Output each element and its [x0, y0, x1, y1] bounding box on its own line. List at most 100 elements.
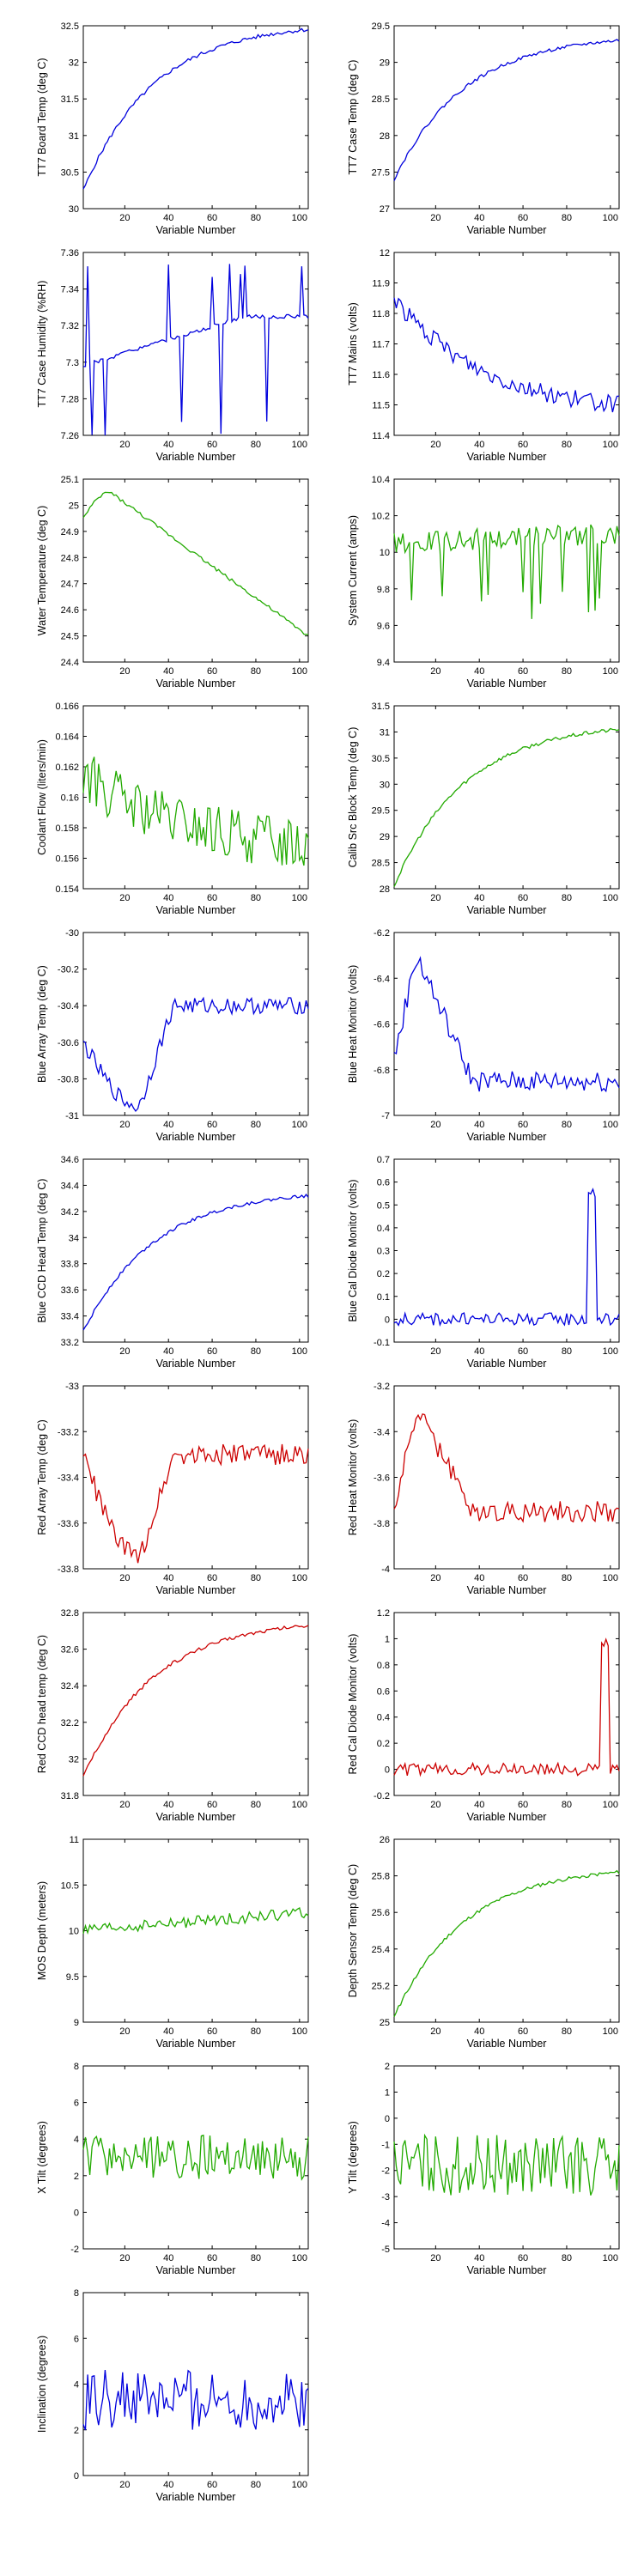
y-tick-label: 30 [69, 204, 79, 215]
y-tick-label: -3.6 [374, 1473, 390, 1484]
y-tick-label: 34.2 [61, 1207, 79, 1218]
y-tick-label: 6 [74, 2099, 79, 2109]
y-tick-label: 25.1 [61, 475, 79, 485]
x-tick-label: 20 [430, 1800, 440, 1810]
y-tick-label: 28 [380, 131, 390, 142]
y-tick-label: 0 [385, 1765, 390, 1776]
y-tick-label: 32 [69, 58, 79, 69]
x-tick-label: 20 [119, 1800, 130, 1810]
y-tick-label: 29 [380, 58, 390, 69]
series-line [393, 1413, 620, 1523]
plot-frame [393, 705, 620, 890]
x-axis-label: Variable Number [156, 1584, 236, 1596]
y-tick-label: 0.154 [55, 884, 79, 895]
y-axis-label: TT7 Board Temp (deg C) [36, 58, 48, 176]
y-tick-label: 8 [74, 2288, 79, 2299]
x-tick-label: 80 [251, 213, 261, 223]
y-axis-label: TT7 Case Temp (deg C) [347, 60, 359, 175]
x-tick-label: 40 [474, 2026, 484, 2037]
x-axis-label: Variable Number [156, 1131, 236, 1143]
x-tick-label: 20 [430, 1346, 440, 1357]
x-tick-label: 60 [518, 2026, 528, 2037]
x-tick-label: 40 [474, 666, 484, 677]
x-tick-label: 100 [292, 440, 307, 450]
x-tick-label: 20 [119, 666, 130, 677]
x-axis-label: Variable Number [156, 451, 236, 463]
y-tick-label: -30.2 [58, 965, 79, 975]
y-axis-label: Blue Cal Diode Monitor (volts) [347, 1179, 359, 1321]
y-tick-label: 32.2 [61, 1718, 79, 1728]
x-axis-label: Variable Number [156, 2264, 236, 2276]
x-tick-label: 60 [207, 893, 217, 903]
chart-panel-12: 20 40 60 80 100 -0.1 0 0.1 0.2 0.3 0.4 0.5 0.6 0.7 Var… [347, 1155, 620, 1370]
x-tick-label: 40 [474, 213, 484, 223]
y-tick-label: 11.4 [372, 431, 390, 441]
y-tick-label: 0.158 [55, 823, 79, 834]
chart-panel-3: 20 40 60 80 100 7.26 7.28 7.3 7.32 7.34 7.36 Variab… [36, 248, 309, 463]
x-tick-label: 40 [474, 893, 484, 903]
x-tick-label: 80 [562, 666, 572, 677]
y-tick-label: 4 [74, 2135, 79, 2145]
y-axis-label: Red Array Temp (deg C) [36, 1419, 48, 1535]
x-axis-label: Variable Number [467, 677, 547, 690]
y-tick-label: -2 [70, 2245, 79, 2255]
y-tick-label: 33.6 [61, 1285, 79, 1296]
y-tick-label: 0.3 [377, 1247, 390, 1257]
y-tick-label: -1 [381, 2140, 390, 2150]
y-tick-label: 0.8 [377, 1661, 390, 1671]
x-tick-label: 60 [207, 1800, 217, 1810]
y-tick-label: -2 [381, 2166, 390, 2177]
x-axis-label: Variable Number [467, 904, 547, 916]
y-tick-label: 28 [380, 884, 390, 895]
x-tick-label: 40 [163, 1573, 173, 1583]
series-line [393, 39, 620, 181]
x-tick-label: 20 [430, 440, 440, 450]
y-tick-label: 9.6 [377, 621, 390, 631]
y-tick-label: -33 [65, 1382, 79, 1392]
y-tick-label: 33.4 [61, 1312, 79, 1322]
x-tick-label: 20 [119, 1346, 130, 1357]
x-tick-label: 60 [518, 1346, 528, 1357]
y-tick-label: -6.6 [374, 1020, 390, 1030]
y-tick-label: 29.5 [372, 21, 390, 32]
x-tick-label: 80 [562, 1120, 572, 1130]
y-tick-label: 1.2 [377, 1608, 390, 1619]
y-tick-label: 32.6 [61, 1645, 79, 1656]
y-tick-label: 9.5 [66, 1972, 79, 1983]
x-tick-label: 60 [207, 1573, 217, 1583]
x-tick-label: 20 [430, 213, 440, 223]
x-tick-label: 40 [163, 1120, 173, 1130]
x-tick-label: 80 [251, 1346, 261, 1357]
x-tick-label: 40 [163, 1346, 173, 1357]
x-tick-label: 20 [119, 2026, 130, 2037]
x-tick-label: 60 [207, 440, 217, 450]
x-tick-label: 40 [163, 893, 173, 903]
y-tick-label: 32.4 [61, 1681, 79, 1692]
y-tick-label: 7.32 [61, 321, 79, 331]
y-tick-label: 0.5 [377, 1200, 390, 1211]
x-tick-label: 80 [251, 440, 261, 450]
y-tick-label: 0.16 [61, 793, 79, 804]
y-tick-label: 27.5 [372, 167, 390, 178]
series-line [82, 756, 309, 866]
x-tick-label: 20 [119, 440, 130, 450]
series-line [393, 524, 620, 619]
x-tick-label: 20 [430, 1573, 440, 1583]
x-axis-label: Variable Number [467, 224, 547, 236]
x-tick-label: 20 [430, 666, 440, 677]
y-tick-label: 7.34 [61, 285, 79, 295]
y-axis-label: Red Cal Diode Monitor (volts) [347, 1634, 359, 1775]
x-tick-label: 40 [163, 440, 173, 450]
series-line [82, 1907, 309, 1935]
y-tick-label: 31.5 [61, 94, 79, 105]
y-axis-label: Coolant Flow (liters/min) [36, 739, 48, 855]
y-tick-label: 0.166 [55, 702, 79, 712]
x-axis-label: Variable Number [467, 1811, 547, 1823]
plot-frame [393, 25, 620, 210]
plot-frame [82, 705, 309, 890]
y-axis-label: X Tilt (degrees) [36, 2121, 48, 2194]
series-line [82, 27, 309, 190]
y-tick-label: 1 [385, 1634, 390, 1644]
y-tick-label: 0.156 [55, 854, 79, 865]
